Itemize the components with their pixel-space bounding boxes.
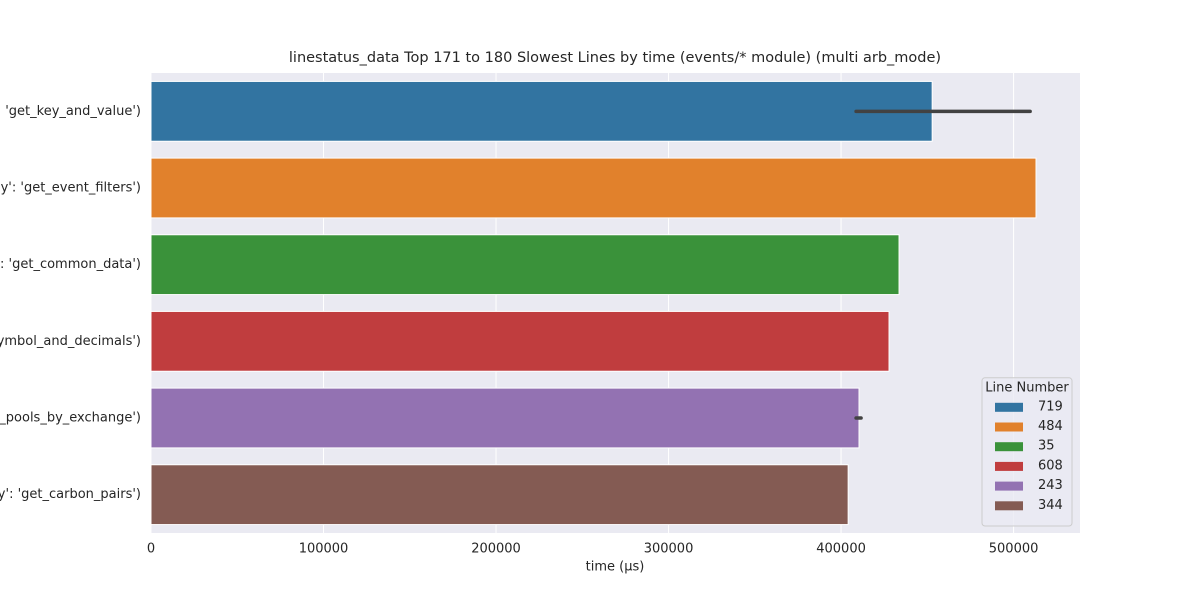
x-tick-label: 300000 — [644, 542, 694, 557]
y-tick-label: symbol_and_decimals') — [0, 334, 141, 349]
legend-label: 344 — [1038, 498, 1063, 513]
legend-label: 719 — [1038, 399, 1063, 414]
bar — [150, 234, 900, 296]
bar — [150, 464, 849, 526]
bar — [150, 387, 860, 449]
legend-swatch — [995, 422, 1023, 432]
legend-title: Line Number — [985, 380, 1069, 395]
legend-label: 243 — [1038, 478, 1063, 493]
bar — [150, 157, 1037, 219]
legend-swatch — [995, 501, 1023, 511]
x-tick-label: 400000 — [816, 542, 866, 557]
x-tick-label: 0 — [147, 542, 155, 557]
y-tick-label: ': 'get_key_and_value') — [0, 104, 141, 119]
x-tick-label: 200000 — [471, 542, 521, 557]
plot-area — [151, 73, 1080, 533]
y-tick-label: py': 'get_carbon_pairs') — [0, 487, 141, 502]
x-axis-label: time (µs) — [586, 560, 645, 575]
y-tick-label: y': 'get_common_data') — [0, 257, 141, 272]
legend-swatch — [995, 402, 1023, 412]
legend-swatch — [995, 461, 1023, 471]
y-tick-label: l_pools_by_exchange') — [0, 411, 141, 426]
legend-label: 35 — [1038, 439, 1055, 454]
y-tick-label: .py': 'get_event_filters') — [0, 181, 141, 196]
legend-label: 608 — [1038, 458, 1063, 473]
legend-label: 484 — [1038, 419, 1063, 434]
bar — [150, 310, 890, 372]
legend-swatch — [995, 481, 1023, 491]
legend-swatch — [995, 442, 1023, 452]
chart-title: linestatus_data Top 171 to 180 Slowest L… — [289, 50, 941, 66]
x-tick-label: 500000 — [989, 542, 1039, 557]
bar — [150, 80, 933, 142]
x-tick-label: 100000 — [299, 542, 349, 557]
